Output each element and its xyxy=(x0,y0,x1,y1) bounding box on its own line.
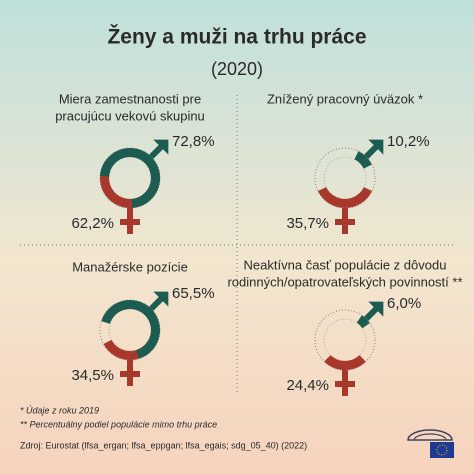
male-label: 10,2% xyxy=(387,133,430,150)
footnote: Zdroj: Eurostat (lfsa_ergan; lfsa_eppgan… xyxy=(20,440,307,450)
female-arc xyxy=(324,354,366,370)
ring-track xyxy=(108,308,152,352)
male-label: 6,0% xyxy=(387,295,421,312)
panel-title: Znížený pracovný úväzok * xyxy=(267,91,423,106)
ep-logo xyxy=(407,429,454,458)
footnote: * Údaje z roku 2019 xyxy=(20,405,99,415)
male-arc xyxy=(100,148,160,208)
title: Ženy a muži na trhu práce xyxy=(107,25,366,49)
female-label: 24,4% xyxy=(286,377,329,394)
female-label: 35,7% xyxy=(286,215,329,232)
ring-track xyxy=(314,309,376,371)
female-label: 62,2% xyxy=(71,215,114,232)
male-arc xyxy=(356,315,370,329)
male-label: 65,5% xyxy=(172,285,215,302)
male-arrow-head xyxy=(368,301,384,317)
male-arrow-head xyxy=(153,291,169,307)
panel-title: Miera zamestnanosti pre xyxy=(59,91,201,106)
male-arrow-head xyxy=(153,139,169,155)
panel-title: Manažérske pozície xyxy=(72,259,188,274)
panel-title: Neaktívna časť populácie z dôvodu xyxy=(244,257,447,272)
ring-track xyxy=(108,156,152,200)
male-arc xyxy=(101,300,160,359)
ring-track xyxy=(323,156,367,200)
ring-track xyxy=(323,318,367,362)
subtitle: (2020) xyxy=(211,59,263,79)
male-arrow-head xyxy=(368,139,384,155)
male-label: 72,8% xyxy=(172,133,215,150)
panel-title: pracujúcu vekovú skupinu xyxy=(55,108,205,123)
footnote: ** Percentuálny podiel populácie mimo tr… xyxy=(20,419,217,429)
female-label: 34,5% xyxy=(71,367,114,384)
male-arc xyxy=(354,151,372,169)
female-arc xyxy=(317,186,373,208)
panel-title: rodinných/opatrovateľských povinností ** xyxy=(227,274,462,289)
ring-track xyxy=(314,147,376,209)
